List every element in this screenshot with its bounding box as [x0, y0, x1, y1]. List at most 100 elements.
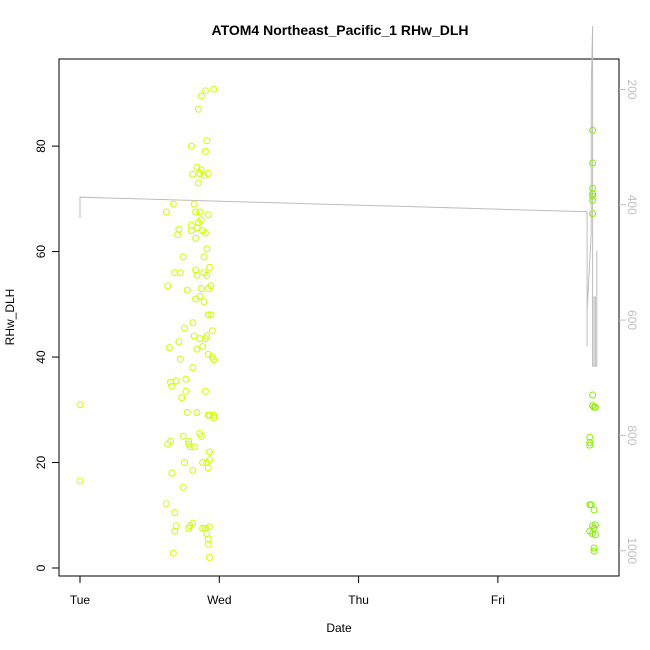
x-tick-label: Wed [207, 593, 231, 607]
data-point [200, 253, 208, 261]
data-point [176, 355, 184, 363]
data-point [193, 408, 201, 416]
data-point [179, 253, 187, 261]
data-point [167, 378, 174, 386]
data-point [179, 483, 187, 491]
right-tick-label: 400 [625, 195, 639, 215]
data-point [193, 345, 201, 353]
data-point [589, 190, 597, 198]
y-axis-left: 0 20 40 60 80 [34, 139, 59, 571]
data-point [203, 137, 211, 145]
data-point [208, 327, 216, 335]
data-point [178, 394, 186, 402]
data-point [169, 200, 177, 208]
x-tick-label: Fri [491, 593, 505, 607]
data-point [201, 229, 209, 237]
data-point [590, 544, 598, 552]
data-point [590, 547, 598, 555]
data-point [210, 85, 218, 93]
data-point [206, 554, 213, 561]
data-point [203, 332, 211, 340]
data-point [589, 184, 597, 192]
data-point [586, 439, 594, 446]
data-point [206, 448, 213, 456]
data-point [190, 200, 198, 208]
data-point [168, 469, 176, 477]
data-point [210, 414, 218, 422]
data-point [589, 391, 597, 399]
data-point [201, 387, 209, 395]
data-point [207, 311, 215, 319]
data-point [194, 105, 202, 113]
data-point [171, 509, 179, 517]
data-point [172, 377, 180, 385]
y-axis-label: RHw_DLH [3, 289, 17, 346]
data-point [189, 364, 197, 372]
data-point [181, 324, 188, 332]
data-point [192, 208, 200, 216]
x-tick-label: Tue [70, 593, 91, 607]
x-axis: Tue Wed Thu Fri [70, 576, 505, 607]
data-point [589, 126, 597, 134]
data-point [197, 92, 205, 100]
data-point [196, 208, 204, 216]
data-point [586, 433, 594, 441]
data-point [176, 269, 184, 277]
x-axis-label: Date [326, 621, 352, 635]
data-point [201, 147, 209, 155]
data-point [589, 159, 597, 167]
data-point [197, 216, 205, 224]
data-point [199, 459, 207, 466]
y-tick-label: 20 [34, 456, 48, 470]
data-point [196, 292, 204, 300]
chart-title: ATOM4 Northeast_Pacific_1 RHw_DLH [212, 22, 469, 38]
data-point [589, 196, 597, 204]
y-tick-label: 60 [34, 245, 48, 259]
data-point [201, 87, 209, 95]
data-point [590, 524, 598, 532]
data-point [190, 332, 198, 340]
data-point [165, 344, 173, 352]
data-point [197, 432, 205, 440]
data-point [186, 443, 194, 451]
data-point [206, 263, 213, 271]
points-layer [76, 85, 599, 561]
data-point [192, 234, 200, 242]
data-point [76, 401, 84, 408]
data-point [162, 500, 170, 508]
data-point [162, 208, 170, 216]
data-point [187, 221, 195, 229]
data-point [206, 456, 213, 464]
data-point [169, 549, 177, 557]
y-tick-label: 0 [34, 564, 48, 571]
data-point [204, 540, 212, 548]
profile-line [79, 25, 598, 367]
profile-line-layer [79, 25, 598, 367]
data-point [185, 524, 193, 532]
data-point [193, 271, 201, 279]
data-point [189, 170, 197, 178]
data-point [187, 227, 195, 234]
data-point [589, 210, 597, 218]
data-point [197, 166, 205, 174]
data-point [204, 535, 212, 543]
right-tick-label: 800 [625, 425, 639, 445]
data-point [587, 501, 595, 509]
data-point [203, 271, 211, 279]
data-point [591, 531, 599, 539]
data-point [200, 171, 208, 179]
data-point [179, 432, 187, 440]
data-point [193, 224, 201, 232]
data-point [164, 282, 172, 290]
data-point [183, 408, 191, 416]
data-point [590, 506, 598, 514]
plot-frame [58, 58, 620, 577]
data-point [200, 298, 208, 306]
data-point [182, 387, 190, 395]
data-point [175, 338, 183, 346]
data-point [591, 521, 599, 529]
data-point [210, 411, 218, 419]
y-tick-label: 80 [34, 139, 48, 153]
y-tick-label: 40 [34, 350, 48, 364]
